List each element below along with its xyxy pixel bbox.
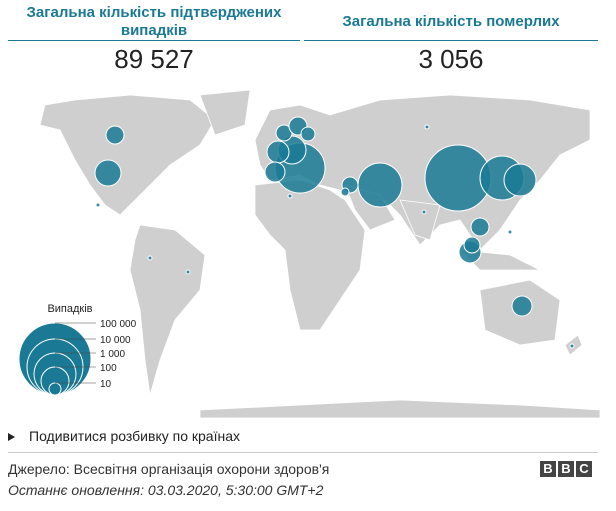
logo-letter: B (540, 461, 556, 477)
bbc-logo: B B C (540, 461, 592, 477)
legend-label: 100 (100, 363, 117, 374)
divider (304, 40, 598, 41)
legend: 100 000 10 000 1 000 100 10 (18, 319, 137, 396)
legend-label: 10 (100, 379, 112, 390)
last-updated: Останнє оновлення: 03.03.2020, 5:30:00 G… (8, 482, 324, 498)
legend-title: Випадків (47, 303, 92, 315)
link-text[interactable]: Подивитися розбивку по країнах (29, 428, 240, 444)
land (39, 89, 601, 419)
logo-letter: C (576, 461, 592, 477)
legend-circle (48, 382, 62, 396)
confirmed-label: Загальна кількість підтверджених випадкі… (26, 4, 282, 39)
divider (8, 40, 300, 41)
legend-label: 1 000 (100, 349, 125, 360)
confirmed-value: 89 527 (114, 44, 194, 74)
legend-label: 100 000 (100, 319, 137, 330)
deaths-value: 3 056 (418, 44, 484, 74)
bubbles (94, 116, 575, 349)
divider (8, 452, 598, 453)
legend-label: 10 000 (100, 335, 131, 346)
country-breakdown-link[interactable]: Подивитися розбивку по країнах (8, 428, 240, 444)
map: Випадків 100 000 10 000 1 000 100 10 (18, 89, 601, 419)
logo-letter: B (558, 461, 574, 477)
deaths-label: Загальна кількість померлих (342, 13, 560, 30)
source: Джерело: Всесвітня організація охорони з… (8, 461, 330, 477)
